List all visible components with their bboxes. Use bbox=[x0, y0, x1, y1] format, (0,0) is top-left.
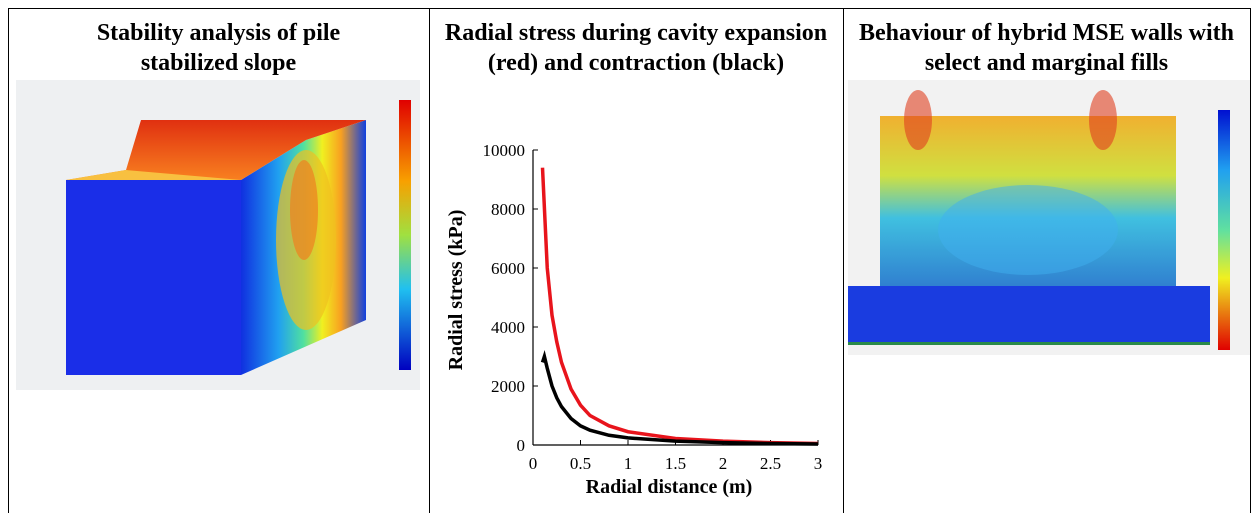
y-axis-label: Radial stress (kPa) bbox=[445, 210, 467, 371]
y-tick-label: 10000 bbox=[483, 141, 526, 160]
cell-title: Radial stress during cavity expansion (r… bbox=[444, 20, 828, 76]
line bbox=[540, 167, 819, 446]
y-tick-label: 8000 bbox=[491, 200, 525, 219]
slope-image bbox=[16, 80, 420, 390]
x-tick-label: 2 bbox=[719, 454, 728, 473]
wall-image bbox=[848, 80, 1250, 355]
cell-title: Behaviour of hybrid MSE walls with selec… bbox=[859, 20, 1234, 76]
line bbox=[540, 350, 819, 446]
border bbox=[1250, 8, 1251, 513]
x-tick-label: 1 bbox=[624, 454, 633, 473]
cell-title: Stability analysis of pile stabilized sl… bbox=[96, 20, 341, 76]
border bbox=[8, 8, 9, 513]
x-axis-label: Radial distance (m) bbox=[586, 476, 753, 498]
x-tick-label: 0.5 bbox=[570, 454, 591, 473]
x-tick-label: 2.5 bbox=[760, 454, 781, 473]
x-tick-label: 3 bbox=[814, 454, 823, 473]
x-tick-label: 1.5 bbox=[665, 454, 686, 473]
y-tick-label: 0 bbox=[517, 436, 526, 455]
y-tick-label: 6000 bbox=[491, 259, 525, 278]
border bbox=[429, 8, 430, 513]
chart: Radial distance (m) Radial stress (kPa) … bbox=[445, 141, 823, 498]
y-tick-label: 2000 bbox=[491, 377, 525, 396]
x-tick-label: 0 bbox=[529, 454, 538, 473]
cell: Behaviour of hybrid MSE walls with selec… bbox=[843, 8, 1250, 513]
cell: Stability analysis of pile stabilized sl… bbox=[8, 8, 429, 513]
y-tick-label: 4000 bbox=[491, 318, 525, 337]
border bbox=[843, 8, 844, 513]
cell: Radial stress during cavity expansion (r… bbox=[429, 8, 843, 513]
top-border bbox=[8, 8, 1251, 9]
